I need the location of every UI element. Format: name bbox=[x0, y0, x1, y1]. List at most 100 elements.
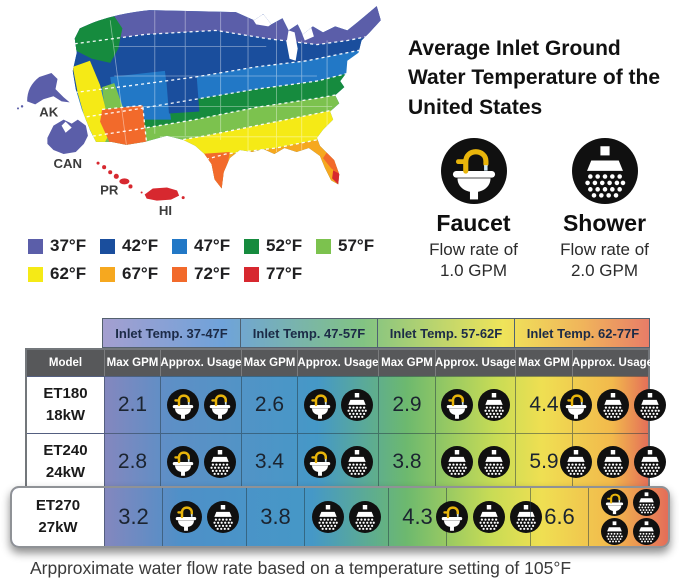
usage-cell bbox=[304, 488, 388, 546]
model-cell-et180: ET180 18kW bbox=[27, 377, 104, 433]
legend-item: 72°F bbox=[172, 264, 244, 284]
max-gpm-cell: 2.6 bbox=[241, 377, 297, 433]
map-band-37f-northeast bbox=[354, 6, 381, 39]
legend-label: 77°F bbox=[266, 264, 303, 283]
usage-icons bbox=[312, 501, 381, 533]
usage-icons bbox=[170, 501, 239, 533]
map-patch-arizona-72f bbox=[100, 105, 147, 148]
legend-swatch-42f bbox=[100, 238, 115, 254]
map-patch-floridatip-77f bbox=[332, 170, 341, 185]
max-gpm-column-header: Max GPM bbox=[241, 350, 297, 376]
shower-icon bbox=[633, 489, 660, 516]
legend-swatch-52f bbox=[244, 238, 259, 254]
inlet-temp-header-row: Inlet Temp. 37-47F Inlet Temp. 47-57F In… bbox=[102, 318, 650, 348]
pr-label: PR bbox=[100, 183, 119, 198]
max-gpm-cell: 3.8 bbox=[378, 434, 435, 490]
shower-icon bbox=[597, 389, 629, 421]
legend-label: 72°F bbox=[194, 264, 231, 283]
map-inset-pr: PR bbox=[96, 161, 133, 198]
shower-icon bbox=[634, 389, 666, 421]
faucet-icon bbox=[167, 389, 199, 421]
usage-icons bbox=[304, 389, 373, 421]
shower-icon bbox=[560, 446, 592, 478]
shower-icon bbox=[478, 446, 510, 478]
legend-label: 52°F bbox=[266, 236, 303, 255]
inlet-temp-header-37-47: Inlet Temp. 37-47F bbox=[115, 325, 228, 341]
legend-item: 77°F bbox=[244, 264, 316, 284]
model-column-header: Model bbox=[48, 357, 83, 369]
usage-icons bbox=[441, 389, 510, 421]
canada-label: CAN bbox=[53, 156, 82, 171]
model-name: ET240 bbox=[43, 442, 88, 460]
usage-cell bbox=[160, 377, 241, 433]
usage-cell bbox=[435, 377, 515, 433]
shower-icon bbox=[572, 138, 638, 204]
model-cell-et270: ET270 27kW bbox=[12, 488, 104, 546]
max-gpm-cell: 2.1 bbox=[104, 377, 160, 433]
gpm-value: 2.8 bbox=[117, 450, 148, 473]
shower-icon bbox=[473, 501, 505, 533]
gpm-value: 3.8 bbox=[392, 450, 422, 473]
table-row-et270-highlighted: ET270 27kW 3.2 3.8 4.3 6.6 bbox=[10, 486, 670, 548]
faucet-icon bbox=[304, 389, 336, 421]
map-inset-canada: CAN bbox=[47, 119, 88, 171]
legend-label: 67°F bbox=[122, 264, 159, 283]
gpm-value: 5.9 bbox=[529, 450, 559, 473]
shower-icon bbox=[441, 446, 473, 478]
legend-item: 62°F bbox=[28, 264, 100, 284]
max-gpm-column-header: Max GPM bbox=[104, 350, 160, 376]
shower-icon bbox=[341, 446, 373, 478]
usage-cell bbox=[588, 488, 670, 546]
map-inset-alaska: AK bbox=[16, 72, 70, 120]
gpm-value: 4.3 bbox=[402, 504, 433, 529]
legend-row-2: 62°F 67°F 72°F 77°F bbox=[28, 264, 400, 284]
legend-swatch-62f bbox=[28, 266, 43, 282]
max-gpm-cell: 3.8 bbox=[246, 488, 304, 546]
usage-cell bbox=[572, 434, 652, 490]
usage-icons bbox=[560, 389, 666, 421]
approx-usage-column-header: Approx. Usage bbox=[297, 350, 379, 376]
caption: Arpproximate water flow rate based on a … bbox=[30, 558, 572, 578]
max-gpm-cell: 4.4 bbox=[515, 377, 572, 433]
legend-label: 37°F bbox=[50, 236, 87, 255]
page-title: Average Inlet Ground Water Temperature o… bbox=[408, 37, 661, 119]
legend-item: 42°F bbox=[100, 236, 172, 256]
faucet-icon bbox=[304, 446, 336, 478]
faucet-icon bbox=[601, 489, 628, 516]
approx-usage-column-header: Approx. Usage bbox=[572, 350, 653, 376]
faucet-icon bbox=[436, 501, 468, 533]
legend-label: 47°F bbox=[194, 236, 231, 255]
faucet-icon bbox=[560, 389, 592, 421]
faucet-icon bbox=[170, 501, 202, 533]
gpm-value: 3.8 bbox=[260, 504, 291, 529]
usage-icons bbox=[167, 446, 236, 478]
shower-icon bbox=[204, 446, 236, 478]
map-patch-northwest-52f bbox=[72, 16, 123, 63]
usage-icons bbox=[304, 446, 373, 478]
table-row-et180: ET180 18kW 2.1 2.6 2.9 4.4 bbox=[27, 376, 648, 433]
map-mainland bbox=[72, 6, 381, 189]
legend-item: 67°F bbox=[100, 264, 172, 284]
gpm-value: 3.4 bbox=[254, 450, 285, 473]
model-name: ET180 bbox=[43, 385, 88, 403]
gpm-value: 2.9 bbox=[392, 393, 422, 416]
usage-cell bbox=[435, 434, 515, 490]
shower-icon bbox=[634, 446, 666, 478]
legend-swatch-57f bbox=[316, 238, 331, 254]
shower-icon bbox=[349, 501, 381, 533]
shower-icon bbox=[341, 389, 373, 421]
legend-item: 52°F bbox=[244, 236, 316, 256]
inlet-temp-header-62-77: Inlet Temp. 62-77F bbox=[514, 319, 651, 347]
max-gpm-cell: 4.3 bbox=[388, 488, 446, 546]
faucet-name: Faucet bbox=[436, 210, 511, 236]
legend-label: 62°F bbox=[50, 264, 87, 283]
max-gpm-cell: 5.9 bbox=[515, 434, 572, 490]
usage-icons bbox=[167, 389, 236, 421]
shower-icon bbox=[312, 501, 344, 533]
usage-icons bbox=[560, 446, 666, 478]
map-patch-colorado-42f bbox=[164, 58, 200, 114]
max-gpm-cell: 3.2 bbox=[104, 488, 162, 546]
faucet-icon bbox=[441, 389, 473, 421]
usage-icons bbox=[441, 446, 510, 478]
us-temperature-map: AK CAN PR HI bbox=[16, 6, 381, 218]
